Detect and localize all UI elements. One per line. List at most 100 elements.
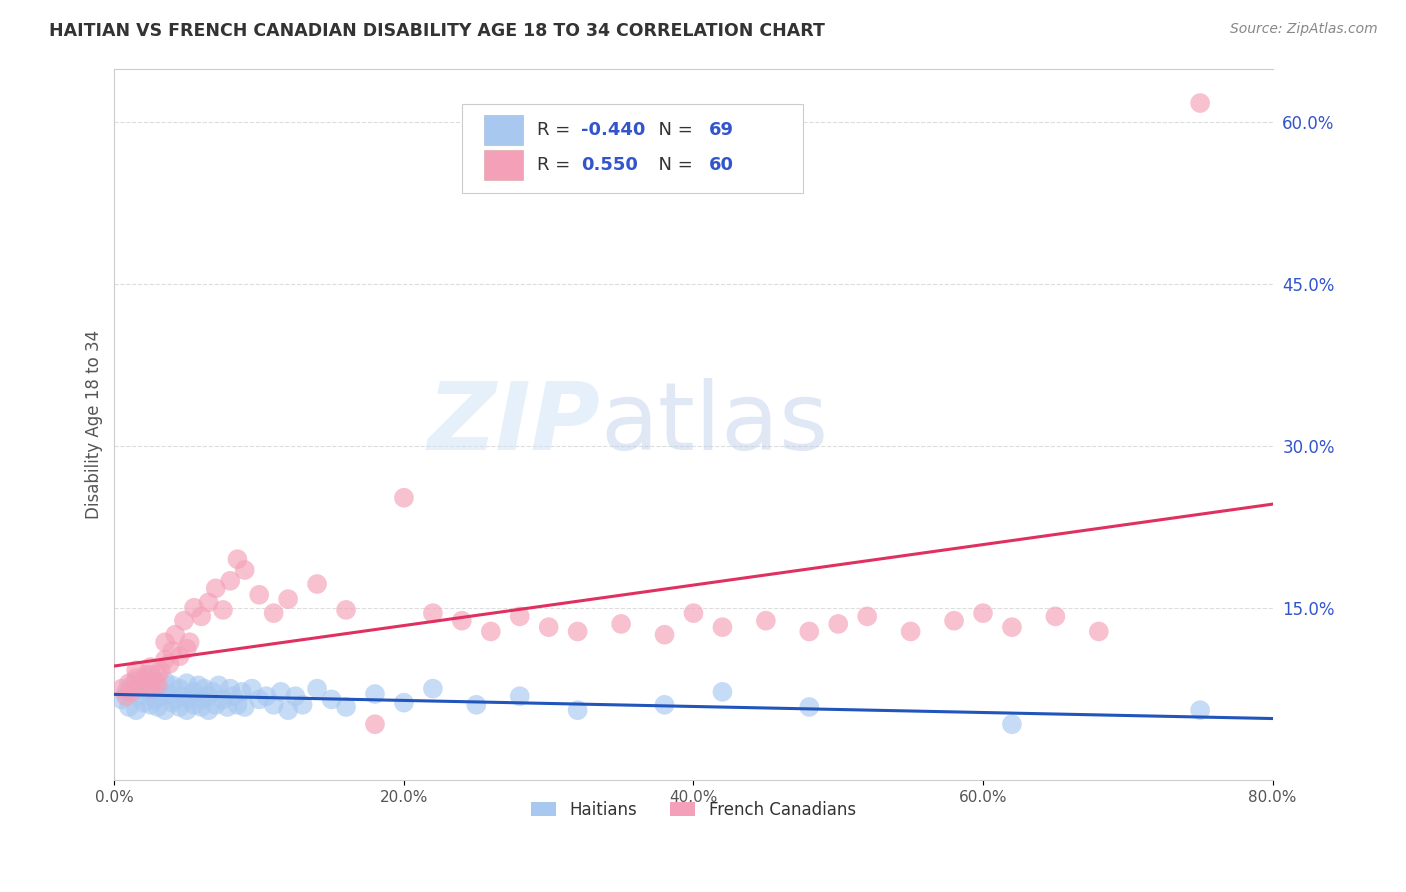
Point <box>179 635 201 649</box>
Point <box>799 624 821 639</box>
Point <box>755 614 778 628</box>
Point <box>231 685 253 699</box>
Point <box>157 687 180 701</box>
Point <box>610 616 633 631</box>
Point <box>169 700 191 714</box>
Point <box>132 674 155 689</box>
Point <box>307 577 329 591</box>
Point <box>139 667 162 681</box>
Point <box>208 678 231 692</box>
Point <box>217 700 239 714</box>
Point <box>247 588 270 602</box>
Point <box>129 678 152 692</box>
Point <box>240 681 263 696</box>
Point <box>1189 703 1212 717</box>
Point <box>1088 624 1111 639</box>
Point <box>711 620 734 634</box>
Text: 0.550: 0.550 <box>581 155 638 174</box>
Text: N =: N = <box>647 121 699 139</box>
Point <box>364 717 387 731</box>
Point <box>115 689 138 703</box>
Point <box>193 681 215 696</box>
Text: 60: 60 <box>709 155 734 174</box>
Point <box>135 667 157 681</box>
Point <box>509 689 531 703</box>
Point <box>157 657 180 671</box>
Text: atlas: atlas <box>600 378 830 470</box>
Point <box>392 491 415 505</box>
Point <box>212 692 235 706</box>
Point <box>190 692 212 706</box>
Point <box>190 609 212 624</box>
Point <box>162 678 184 692</box>
Text: Source: ZipAtlas.com: Source: ZipAtlas.com <box>1230 22 1378 37</box>
Point <box>162 644 184 658</box>
Point <box>567 703 589 717</box>
Legend: Haitians, French Canadians: Haitians, French Canadians <box>524 794 862 825</box>
Point <box>711 685 734 699</box>
Point <box>233 700 256 714</box>
Point <box>197 703 219 717</box>
Point <box>537 620 560 634</box>
Point <box>900 624 922 639</box>
Point <box>165 628 187 642</box>
Point <box>165 692 187 706</box>
Point <box>450 614 472 628</box>
Point <box>129 689 152 703</box>
Point <box>254 689 277 703</box>
Point <box>654 628 676 642</box>
Point <box>827 616 849 631</box>
Point <box>143 674 166 689</box>
Point <box>201 685 224 699</box>
Point <box>291 698 314 712</box>
Point <box>364 687 387 701</box>
Point <box>183 600 205 615</box>
Point <box>125 663 148 677</box>
FancyBboxPatch shape <box>484 150 523 179</box>
Point <box>132 681 155 696</box>
Point <box>422 606 444 620</box>
Point <box>176 641 198 656</box>
Point <box>465 698 488 712</box>
Point <box>219 574 242 588</box>
Point <box>263 698 285 712</box>
Point <box>173 689 195 703</box>
Text: HAITIAN VS FRENCH CANADIAN DISABILITY AGE 18 TO 34 CORRELATION CHART: HAITIAN VS FRENCH CANADIAN DISABILITY AG… <box>49 22 825 40</box>
Point <box>146 667 169 681</box>
Point <box>1001 620 1024 634</box>
Point <box>567 624 589 639</box>
Point <box>284 689 307 703</box>
Point <box>183 685 205 699</box>
Point <box>146 700 169 714</box>
Point <box>682 606 704 620</box>
Point <box>277 703 299 717</box>
Point <box>176 676 198 690</box>
Point <box>856 609 879 624</box>
Point <box>183 698 205 712</box>
Point <box>125 703 148 717</box>
Point <box>1001 717 1024 731</box>
Point <box>1045 609 1067 624</box>
Text: -0.440: -0.440 <box>581 121 645 139</box>
Point <box>121 678 143 692</box>
Point <box>197 689 219 703</box>
Point <box>321 692 343 706</box>
Point <box>139 698 162 712</box>
Point <box>143 692 166 706</box>
FancyBboxPatch shape <box>461 104 803 193</box>
Point <box>307 681 329 696</box>
Point <box>204 582 226 596</box>
Text: R =: R = <box>537 155 582 174</box>
Point <box>335 700 357 714</box>
Point <box>190 700 212 714</box>
Point <box>132 696 155 710</box>
Point <box>799 700 821 714</box>
Point <box>115 685 138 699</box>
Point <box>176 703 198 717</box>
Point <box>263 606 285 620</box>
Point <box>139 681 162 696</box>
Point <box>146 678 169 692</box>
Point <box>146 681 169 696</box>
Point <box>226 698 249 712</box>
Point <box>212 603 235 617</box>
